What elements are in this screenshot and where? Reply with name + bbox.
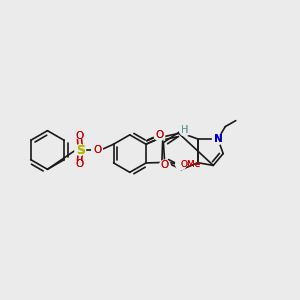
Circle shape	[75, 145, 86, 155]
Text: N: N	[214, 134, 222, 144]
Text: H: H	[181, 125, 188, 135]
Circle shape	[160, 160, 170, 171]
Text: O: O	[161, 160, 169, 170]
Text: H: H	[181, 125, 188, 135]
Text: O: O	[155, 130, 164, 140]
Text: O: O	[75, 131, 84, 141]
Circle shape	[176, 159, 186, 169]
Circle shape	[212, 134, 223, 144]
Circle shape	[179, 125, 190, 136]
Circle shape	[154, 130, 165, 141]
Text: N: N	[214, 134, 222, 144]
Text: O: O	[93, 145, 101, 155]
Text: OMe: OMe	[181, 160, 201, 169]
Text: O: O	[75, 159, 84, 169]
Text: O: O	[155, 130, 164, 140]
Text: O: O	[75, 159, 84, 169]
Text: S: S	[76, 143, 85, 157]
Text: O: O	[75, 131, 84, 141]
Text: S: S	[76, 143, 85, 157]
Text: O: O	[161, 160, 169, 170]
Text: O: O	[93, 145, 101, 155]
Text: OMe: OMe	[181, 160, 201, 169]
Circle shape	[92, 145, 102, 155]
